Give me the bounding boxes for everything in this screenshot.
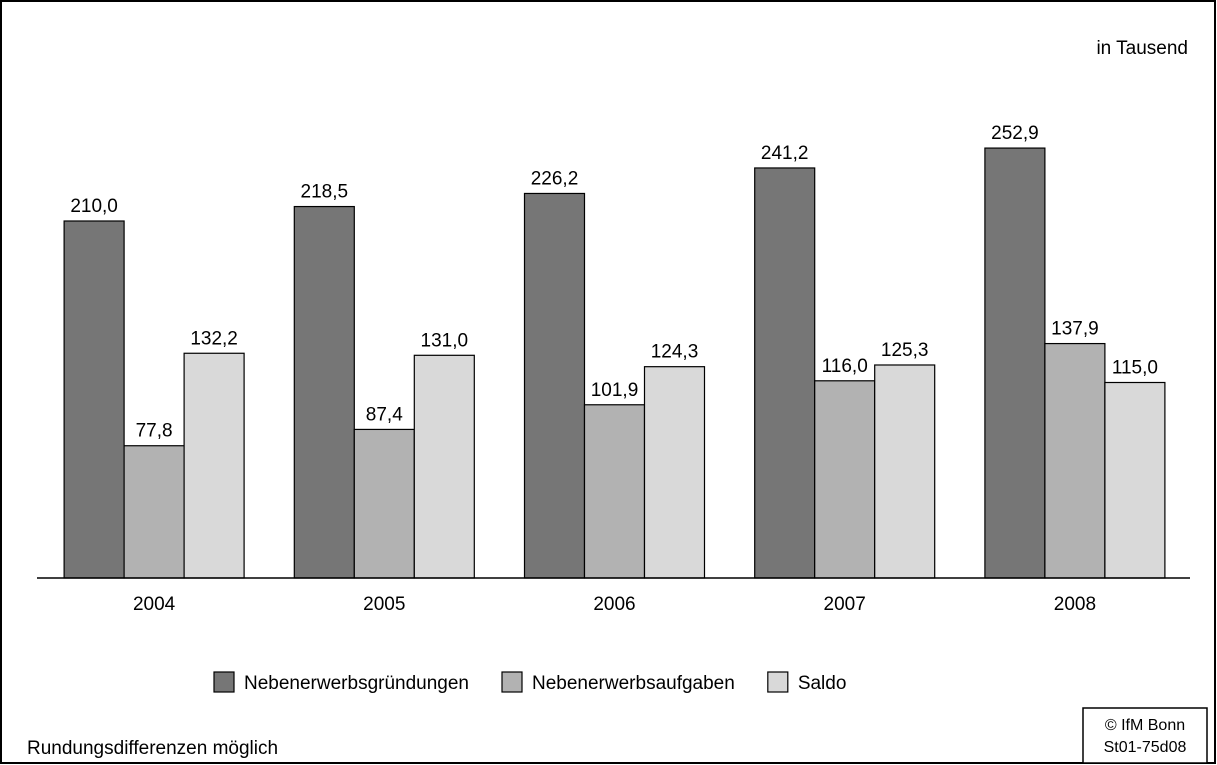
value-label: 101,9 — [591, 380, 639, 401]
value-label: 87,4 — [366, 404, 403, 425]
x-tick-label: 2008 — [1054, 594, 1096, 615]
x-tick-label: 2004 — [133, 594, 176, 615]
legend-label: Nebenerwerbsgründungen — [244, 673, 469, 694]
value-label: 116,0 — [822, 356, 868, 377]
value-label: 241,2 — [761, 143, 809, 164]
bar — [643, 366, 706, 579]
legend-swatch — [767, 671, 789, 693]
bar — [754, 167, 816, 579]
legend-swatch — [501, 671, 523, 693]
value-label: 137,9 — [1051, 319, 1099, 340]
value-label: 226,2 — [531, 168, 579, 189]
legend-label: Nebenerwerbsaufgaben — [532, 673, 735, 694]
bar — [413, 354, 475, 579]
bar — [814, 380, 876, 579]
value-label: 115,0 — [1112, 358, 1158, 379]
source: © IfM Bonn — [1105, 717, 1185, 734]
note: Rundungsdifferenzen möglich — [27, 738, 278, 759]
bar — [123, 445, 185, 579]
value-label: 124,3 — [651, 342, 699, 363]
x-tick-label: 2007 — [824, 594, 866, 615]
value-label: 252,9 — [991, 123, 1039, 144]
bar — [183, 352, 245, 579]
value-label: 131,0 — [421, 330, 469, 351]
source: St01-75d08 — [1104, 739, 1187, 756]
bar — [984, 147, 1046, 579]
legend-label: Saldo — [798, 673, 847, 694]
unit-label: in Tausend — [1096, 38, 1188, 59]
bar — [874, 364, 936, 579]
x-tick-label: 2006 — [593, 594, 635, 615]
value-label: 125,3 — [881, 340, 929, 361]
source-box — [1082, 707, 1208, 764]
bar — [353, 428, 415, 579]
bar — [63, 220, 125, 579]
bar — [1044, 342, 1106, 579]
bar — [523, 192, 586, 579]
value-label: 210,0 — [70, 196, 118, 217]
x-tick-label: 2005 — [363, 594, 405, 615]
bar — [293, 205, 355, 579]
value-label: 132,2 — [190, 328, 238, 349]
value-label: 218,5 — [301, 182, 349, 203]
bar — [1104, 381, 1166, 579]
bar — [583, 404, 646, 579]
value-label: 77,8 — [136, 421, 173, 442]
legend-swatch — [213, 671, 235, 693]
